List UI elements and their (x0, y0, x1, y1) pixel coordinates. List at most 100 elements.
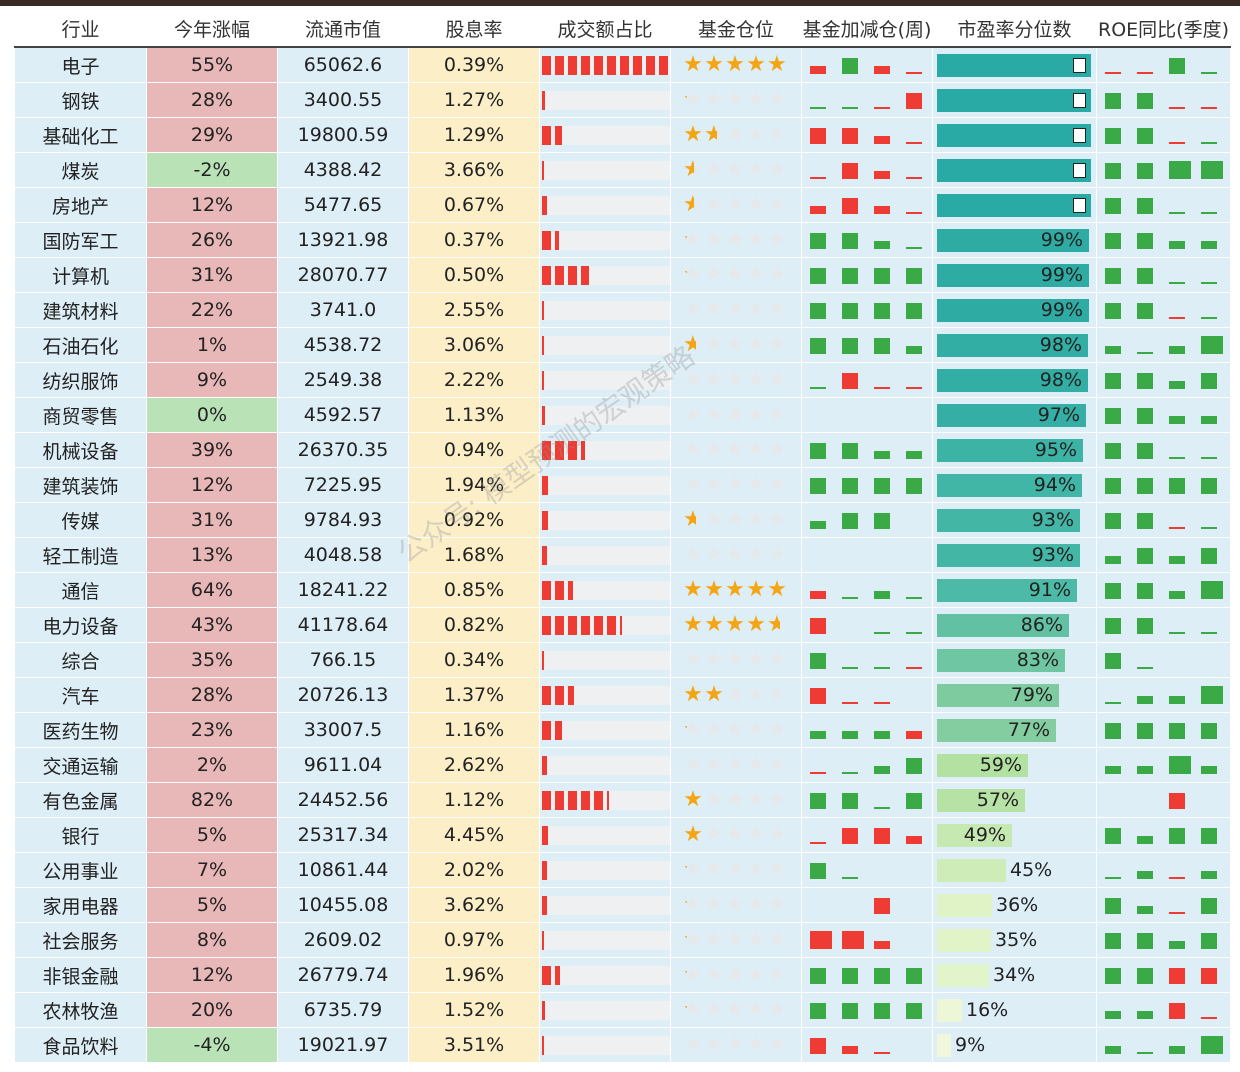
roe-square-1 (1105, 653, 1121, 669)
star-icon: ★★ (725, 612, 746, 637)
table-row[interactable]: 食品饮料 -4% 19021.97 3.51% ★★★★★ 9% (14, 1027, 1231, 1063)
industry-name: 电子 (14, 46, 147, 83)
star-icon: ★ (704, 1032, 725, 1057)
fund-flow-cell (801, 187, 933, 223)
market-cap-value: 24452.56 (277, 782, 409, 818)
table-row[interactable]: 建筑材料 22% 3741.0 2.55% ★★★★★ 99% (14, 292, 1231, 328)
star-icon: ★ (725, 262, 746, 287)
market-cap-value: 2549.38 (277, 362, 409, 398)
fund-flow-square-4 (906, 968, 922, 984)
star-icon: ★★ (683, 997, 704, 1022)
header-turnover-share[interactable]: 成交额占比 (539, 10, 671, 48)
table-row[interactable]: 交通运输 2% 9611.04 2.62% ★★★★★ 59% (14, 747, 1231, 783)
turnover-bar-segment (542, 546, 547, 565)
roe-square-2 (1137, 93, 1153, 109)
header-roe-yoy[interactable]: ROE同比(季度) (1096, 10, 1231, 48)
fund-flow-square-2 (842, 931, 864, 949)
table-row[interactable]: 通信 64% 18241.22 0.85% ★ ★ ★ ★ ★ ★ ★ ★ ★ ★ 91% (14, 572, 1231, 608)
table-row[interactable]: 纺织服饰 9% 2549.38 2.22% ★★★★★ 98% (14, 362, 1231, 398)
table-row[interactable]: 轻工制造 13% 4048.58 1.68% ★★★★★ 93% (14, 537, 1231, 573)
table-row[interactable]: 银行 5% 25317.34 4.45% ★ ★ ★★★★ 49% (14, 817, 1231, 853)
turnover-bar-segment (607, 616, 616, 635)
pe-percentile-value: 99% (1040, 229, 1083, 251)
turnover-share-cell (539, 957, 671, 993)
market-cap-value: 9784.93 (277, 502, 409, 538)
header-fund-flow-week[interactable]: 基金加减仓(周) (801, 10, 933, 48)
industry-name: 建筑装饰 (14, 467, 147, 503)
star-icon: ★★ (683, 332, 704, 357)
roe-square-3 (1169, 346, 1185, 354)
star-icon: ★ (704, 857, 725, 882)
pe-percentile-value: 79% (1010, 684, 1053, 706)
roe-yoy-cell (1096, 292, 1231, 328)
fund-flow-cell (801, 852, 933, 888)
header-ytd-change[interactable]: 今年涨幅 (146, 10, 278, 48)
header-dividend-yield[interactable]: 股息率 (408, 10, 540, 48)
fund-flow-square-4 (906, 303, 922, 319)
turnover-bar-segment (542, 686, 551, 705)
header-industry[interactable]: 行业 (14, 10, 147, 48)
turnover-bar-segment (542, 56, 551, 75)
industry-name: 通信 (14, 572, 147, 608)
table-row[interactable]: 商贸零售 0% 4592.57 1.13% ★★★★★ 97% (14, 397, 1231, 433)
pe-percentile-value: 93% (1031, 509, 1074, 531)
roe-yoy-cell (1096, 887, 1231, 923)
table-row[interactable]: 综合 35% 766.15 0.34% ★★★★★ 83% (14, 642, 1231, 678)
header-market-cap[interactable]: 流通市值 (277, 10, 409, 48)
table-row[interactable]: 电子 55% 65062.6 0.39% ★ ★ ★ ★ ★ ★ ★ ★ ★ ★ (14, 46, 1231, 83)
star-icon: ★★ (683, 927, 704, 952)
fund-flow-square-1 (810, 443, 826, 459)
ytd-change-value: -4% (193, 1034, 231, 1056)
fund-flow-square-1 (810, 1038, 826, 1054)
roe-square-4 (1201, 933, 1217, 949)
table-row[interactable]: 汽车 28% 20726.13 1.37% ★ ★ ★ ★ ★★★ 79% (14, 677, 1231, 713)
fund-flow-square-2 (842, 772, 858, 774)
pe-percentile-cell: 34% (932, 957, 1097, 993)
fund-position-stars: ★★★★★★★★★★ (670, 46, 802, 83)
star-icon: ★ (746, 507, 767, 532)
header-fund-position[interactable]: 基金仓位 (670, 10, 802, 48)
ytd-change-value: 12% (190, 474, 234, 496)
star-icon: ★ (767, 262, 788, 287)
turnover-bar-track (542, 1001, 670, 1020)
dividend-yield-value: 0.97% (408, 922, 540, 958)
ytd-change-value: 22% (190, 299, 234, 321)
fund-flow-cell (801, 607, 933, 643)
fund-flow-square-2 (842, 338, 858, 354)
roe-square-1 (1105, 268, 1121, 284)
market-cap-value: 10861.44 (277, 852, 409, 888)
roe-square-3 (1169, 723, 1185, 739)
table-row[interactable]: 有色金属 82% 24452.56 1.12% ★ ★ ★★★★ 57% (14, 782, 1231, 818)
star-icon: ★ (725, 682, 746, 707)
market-cap-value: 766.15 (277, 642, 409, 678)
star-icon: ★ (725, 997, 746, 1022)
pe-percentile-cell: 91% (932, 572, 1097, 608)
pe-percentile-cell: 35% (932, 922, 1097, 958)
roe-square-2 (1137, 233, 1153, 249)
fund-flow-square-1 (810, 931, 832, 949)
table-row[interactable]: 机械设备 39% 26370.35 0.94% ★★★★★ 95% (14, 432, 1231, 468)
table-row[interactable]: 煤炭-2%4388.423.66%★★★★★★ (14, 152, 1231, 188)
roe-square-2 (1137, 478, 1153, 494)
header-pe-percentile[interactable]: 市盈率分位数 (932, 10, 1097, 48)
pe-percentile-value: 91% (1028, 579, 1071, 601)
roe-yoy-cell (1096, 852, 1231, 888)
roe-yoy-cell (1096, 747, 1231, 783)
ytd-change-value: 43% (190, 614, 234, 636)
roe-square-4 (1201, 548, 1217, 564)
table-row[interactable]: 建筑装饰 12% 7225.95 1.94% ★★★★★ 94% (14, 467, 1231, 503)
